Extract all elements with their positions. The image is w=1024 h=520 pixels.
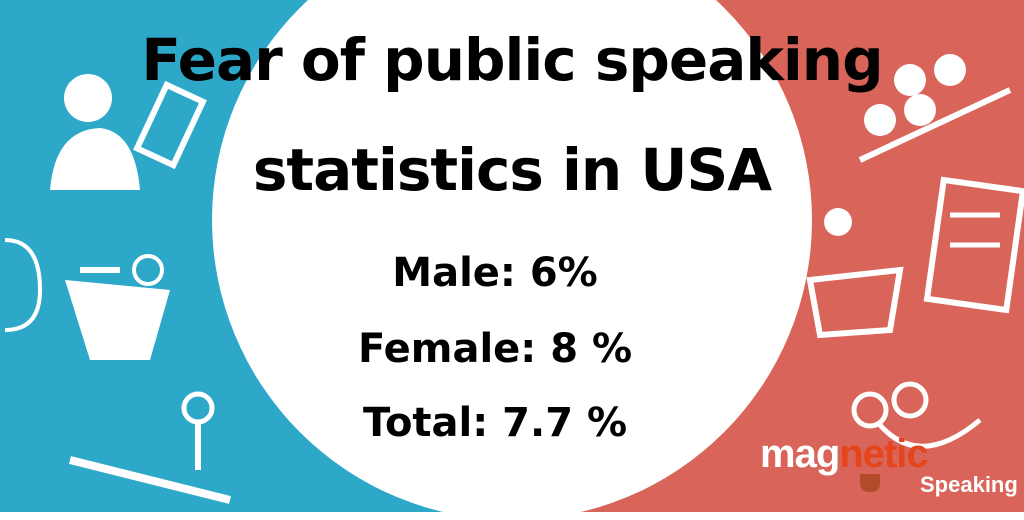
magnetic-speaking-logo: magnetic Speaking <box>760 432 1018 502</box>
audience-icon <box>858 54 1012 163</box>
speaker-podium-icon <box>65 254 170 360</box>
total-stat: Total: 7.7 % <box>362 400 628 446</box>
newspaper-icon <box>923 176 1024 314</box>
male-stat: Male: 6% <box>392 250 598 296</box>
microphone-stand-icon <box>69 391 231 504</box>
microphones-icon <box>851 381 982 449</box>
microphone-icon <box>4 238 43 332</box>
female-stat: Female: 8 % <box>357 326 633 372</box>
person-icon <box>50 74 207 190</box>
logo-tagline: Speaking <box>920 472 1018 497</box>
cup-icon <box>860 474 880 492</box>
title-line-1: Fear of public speaking <box>141 26 883 94</box>
center-circle <box>212 0 812 520</box>
title-line-2: statistics in USA <box>252 136 772 204</box>
lectern-icon <box>806 208 904 339</box>
logo-wordmark: magnetic <box>760 432 929 476</box>
